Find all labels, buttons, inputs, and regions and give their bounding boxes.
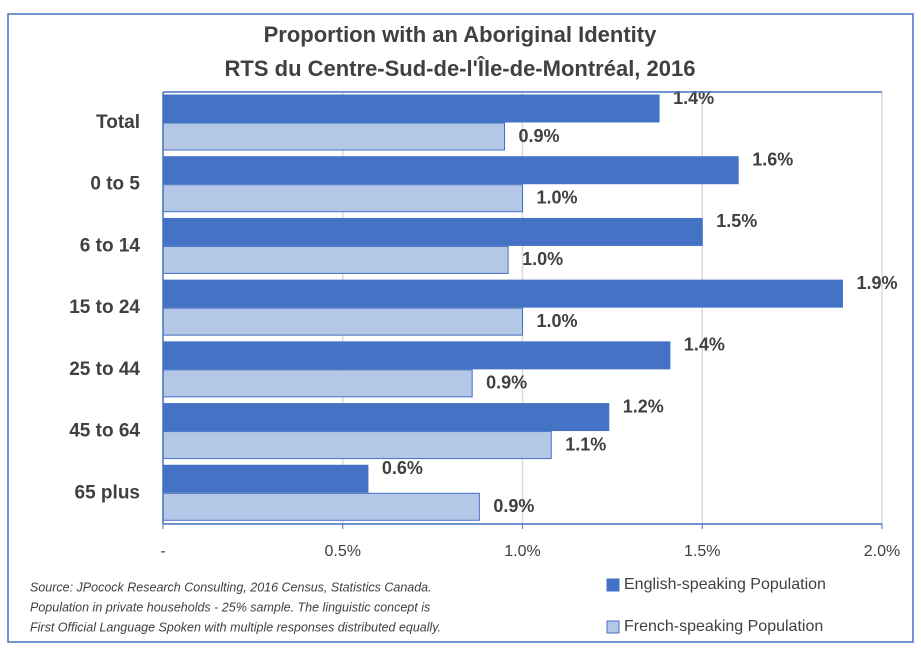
legend-label: French-speaking Population: [624, 618, 823, 635]
y-tick-label: 45 to 64: [69, 421, 140, 442]
y-tick-label: 0 to 5: [90, 174, 140, 195]
bar: [162, 341, 671, 370]
source-note: Source: JPocock Research Consulting, 201…: [30, 580, 432, 594]
y-tick-label: Total: [96, 112, 140, 133]
y-tick-label: 15 to 24: [69, 297, 140, 318]
bar: [162, 94, 660, 123]
data-label: 1.4%: [684, 335, 725, 355]
bar: [162, 245, 509, 274]
data-label: 1.0%: [537, 311, 578, 331]
x-tick-label: 0.5%: [325, 543, 361, 560]
x-tick-label: 2.0%: [864, 543, 900, 560]
data-label: 1.4%: [673, 88, 714, 108]
data-label: 1.6%: [752, 149, 793, 169]
legend-label: English-speaking Population: [624, 576, 826, 593]
data-label: 1.1%: [565, 434, 606, 454]
bar: [162, 431, 552, 460]
x-tick-label: -: [160, 543, 165, 560]
y-tick-label: 65 plus: [75, 482, 140, 503]
data-label: 1.0%: [537, 187, 578, 207]
data-label: 1.0%: [522, 249, 563, 269]
x-tick-label: 1.0%: [504, 543, 540, 560]
data-label: 1.9%: [856, 273, 897, 293]
source-note: Population in private households - 25% s…: [30, 600, 430, 614]
source-note: First Official Language Spoken with mult…: [30, 620, 441, 634]
bar: [162, 279, 843, 308]
y-tick-label: 25 to 44: [69, 359, 140, 380]
data-label: 1.5%: [716, 211, 757, 231]
bar: [162, 184, 523, 213]
bar: [162, 492, 480, 521]
bar: [162, 122, 506, 151]
data-label: 0.9%: [493, 496, 534, 516]
data-label: 0.9%: [519, 126, 560, 146]
legend-swatch: [606, 620, 620, 634]
data-label: 0.9%: [486, 373, 527, 393]
legend-swatch: [606, 578, 620, 592]
x-tick-label: 1.5%: [684, 543, 720, 560]
bar: [162, 369, 473, 398]
bar: [162, 403, 610, 432]
data-label: 1.2%: [623, 396, 664, 416]
chart-title: Proportion with an Aboriginal Identity: [264, 22, 657, 47]
bar: [162, 307, 523, 336]
data-label: 0.6%: [382, 458, 423, 478]
bar: [162, 464, 369, 493]
bar: [162, 217, 703, 246]
bar: [162, 156, 739, 185]
y-tick-label: 6 to 14: [80, 235, 141, 256]
chart-title: RTS du Centre-Sud-de-l'Île-de-Montréal, …: [225, 56, 696, 81]
